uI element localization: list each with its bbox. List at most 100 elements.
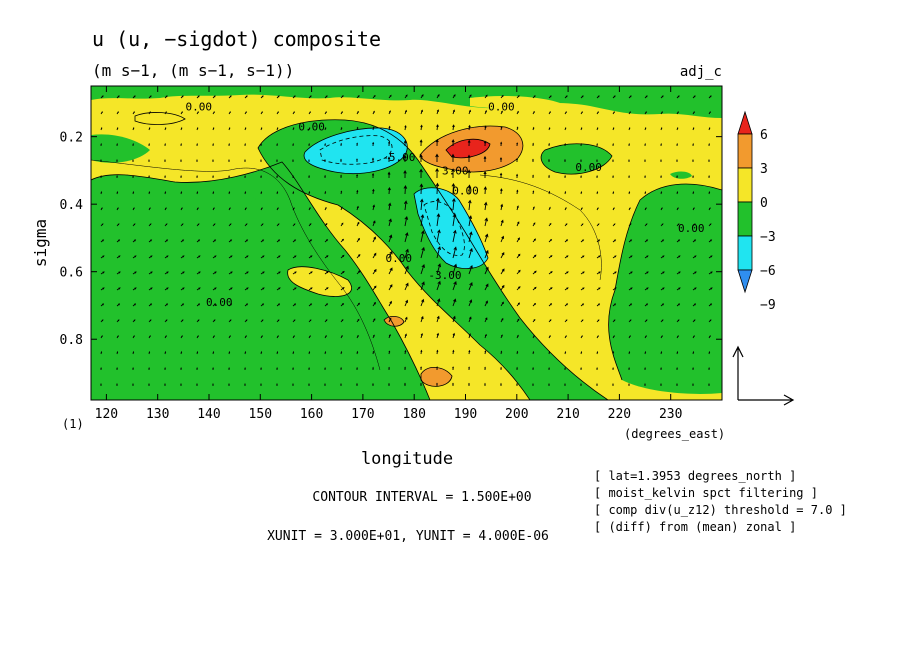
wind-vector xyxy=(196,239,201,243)
wind-vector xyxy=(452,366,455,371)
wind-vector xyxy=(387,186,391,195)
wind-vector xyxy=(180,207,183,211)
wind-vector xyxy=(420,109,424,115)
wind-vector xyxy=(164,351,167,355)
wind-vector xyxy=(516,95,520,99)
wind-vector xyxy=(388,141,391,147)
wind-vector xyxy=(372,334,375,339)
wind-vector xyxy=(676,255,681,259)
wind-vector xyxy=(132,271,137,275)
wind-vector xyxy=(628,207,631,211)
wind-vector xyxy=(644,95,648,99)
wind-vector xyxy=(196,319,200,323)
wind-vector xyxy=(404,349,407,355)
wind-vector xyxy=(356,350,359,355)
wind-vector xyxy=(468,199,472,211)
wind-vector xyxy=(260,191,263,195)
wind-vector xyxy=(452,229,457,243)
wind-vector xyxy=(468,94,472,99)
wind-vector xyxy=(403,140,407,147)
wind-vector xyxy=(676,142,678,147)
wind-vector xyxy=(644,383,646,386)
wind-vector xyxy=(324,174,326,179)
wind-vector xyxy=(548,350,551,355)
wind-vector xyxy=(692,255,697,259)
wind-vector xyxy=(676,175,678,179)
wind-vector xyxy=(500,141,503,147)
wind-vector xyxy=(244,351,247,355)
wind-vector xyxy=(228,303,233,307)
wind-vector xyxy=(420,382,422,386)
wind-vector xyxy=(596,287,601,291)
wind-vector xyxy=(484,366,486,371)
wind-vector xyxy=(180,175,182,179)
wind-vector xyxy=(420,315,424,323)
wind-vector xyxy=(644,175,646,179)
field-region-negative-upper-right xyxy=(541,143,612,175)
contour-label-group: 0.00 0.00 0.00 -5.00 3.00 0.00 0.00 0.00 0.00 -3.… xyxy=(185,100,704,309)
wind-vector xyxy=(692,335,695,339)
wind-vector xyxy=(340,174,342,179)
wind-vector xyxy=(387,171,391,179)
wind-vector xyxy=(708,319,712,323)
wind-vector xyxy=(516,157,518,162)
wind-vector xyxy=(452,263,458,275)
wind-vector xyxy=(564,223,568,227)
wind-vector xyxy=(372,188,375,195)
wind-vector xyxy=(596,95,600,99)
wind-vector xyxy=(436,124,439,131)
wind-vector xyxy=(164,383,166,386)
wind-vector xyxy=(403,155,407,162)
wind-vector xyxy=(644,319,648,323)
wind-vector xyxy=(404,333,407,339)
wind-vector xyxy=(644,255,649,259)
wind-vector xyxy=(324,222,328,227)
wind-vector xyxy=(324,239,329,243)
wind-vector xyxy=(612,303,617,307)
wind-vector xyxy=(100,271,105,275)
wind-vector xyxy=(596,127,599,131)
wind-vector xyxy=(660,95,664,99)
wind-vector xyxy=(484,300,488,307)
wind-vector xyxy=(340,95,344,99)
wind-vector xyxy=(324,271,329,275)
wind-vector xyxy=(580,223,584,227)
wind-vector xyxy=(404,215,409,227)
wind-vector xyxy=(484,94,488,99)
wind-vector xyxy=(596,383,598,386)
contour-label: 3.00 xyxy=(442,164,469,177)
wind-vector xyxy=(340,238,345,243)
wind-vector xyxy=(692,207,695,211)
wind-vector xyxy=(500,366,502,371)
wind-vector xyxy=(708,239,713,243)
x-tick-label: 140 xyxy=(197,407,220,422)
wind-vector xyxy=(276,239,281,243)
wind-vector xyxy=(260,383,262,386)
wind-vector xyxy=(356,126,359,131)
wind-vector xyxy=(340,222,344,227)
wind-vector xyxy=(452,246,457,259)
field-region-negative-right xyxy=(608,184,722,394)
x-tick-label: 180 xyxy=(402,407,425,422)
wind-vector xyxy=(500,110,503,115)
field-region-positive-spot-b xyxy=(421,367,452,387)
wind-vector xyxy=(628,319,632,323)
wind-vector xyxy=(308,335,311,339)
wind-vector xyxy=(692,351,695,355)
wind-vector xyxy=(451,168,455,179)
wind-vector xyxy=(644,191,647,195)
wind-vector xyxy=(564,239,569,243)
wind-vector xyxy=(276,142,278,147)
colorbar-segment xyxy=(737,133,753,169)
wind-vector xyxy=(164,175,166,179)
wind-vector xyxy=(308,143,310,147)
wind-vector xyxy=(483,186,488,195)
wind-vector xyxy=(100,127,103,131)
wind-vector xyxy=(500,334,503,339)
wind-vector xyxy=(340,158,342,162)
wind-vector xyxy=(244,175,246,179)
wind-vector xyxy=(516,269,521,275)
wind-vector xyxy=(660,319,664,323)
wind-vector xyxy=(499,172,503,179)
wind-vector xyxy=(644,367,646,371)
